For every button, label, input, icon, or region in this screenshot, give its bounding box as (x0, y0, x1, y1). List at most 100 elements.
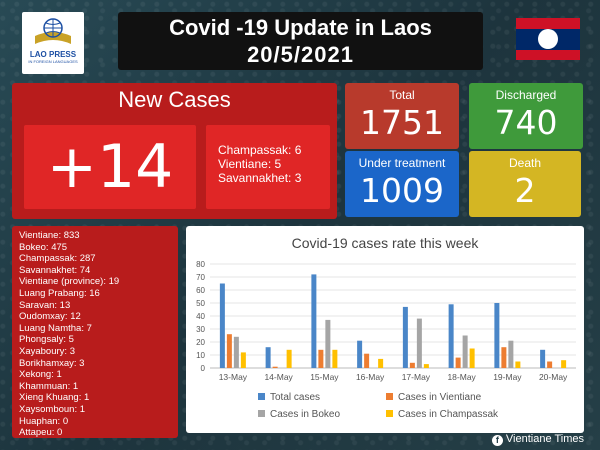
bar (501, 347, 507, 368)
bar (494, 303, 500, 368)
x-tick-label: 16-May (356, 372, 385, 382)
discharged-value: 740 (494, 103, 558, 142)
y-tick-label: 0 (201, 364, 206, 373)
chart-title: Covid-19 cases rate this week (292, 235, 480, 251)
y-tick-label: 30 (196, 325, 205, 334)
bar (240, 352, 246, 368)
bar (448, 304, 454, 368)
bar (540, 349, 546, 368)
bar (402, 306, 408, 368)
bar (325, 319, 331, 368)
breakdown-item: Savannakhet: 3 (218, 171, 302, 185)
province-item: Xieng Khuang: 1 (19, 392, 90, 404)
province-totals-list: Vientiane: 833 Bokeo: 475 Champassak: 28… (12, 226, 178, 438)
legend-label: Total cases (270, 392, 320, 403)
province-item: Champassak: 287 (19, 253, 96, 265)
footer-text: Vientiane Times (505, 433, 584, 445)
province-item: Luang Prabang: 16 (19, 287, 100, 299)
bar (515, 361, 521, 368)
bar (364, 353, 370, 368)
bar (469, 348, 475, 368)
chart-canvas: Covid-19 cases rate this week 0 10 20 30 40 5… (196, 235, 576, 420)
x-tick-label: 14-May (264, 372, 293, 382)
page-date: 20/5/2021 (247, 42, 354, 67)
bar (455, 357, 461, 368)
x-tick-label: 20-May (539, 372, 568, 382)
discharged-stat: Discharged 740 (469, 83, 583, 149)
bar (311, 274, 317, 368)
bar (462, 335, 468, 368)
x-tick-label: 17-May (402, 372, 431, 382)
bar (416, 318, 422, 368)
weekly-cases-chart: Covid-19 cases rate this week 0 10 20 30 40 5… (186, 226, 584, 433)
death-stat: Death 2 (469, 151, 581, 217)
discharged-label: Discharged (495, 88, 557, 102)
bar (265, 347, 271, 368)
bar (318, 349, 324, 368)
y-tick-label: 10 (196, 351, 205, 360)
province-item: Oudomxay: 12 (19, 311, 81, 323)
province-item: Borikhamxay: 3 (19, 357, 85, 369)
x-tick-label: 13-May (219, 372, 248, 382)
province-item: Luang Namtha: 7 (19, 322, 92, 334)
total-stat: Total 1751 (345, 83, 459, 149)
province-item: Xekong: 1 (19, 369, 62, 381)
logo-tagline: IN FOREIGN LANGUAGES (28, 59, 78, 64)
province-item: Phongsaly: 5 (19, 334, 74, 346)
x-tick-label: 15-May (310, 372, 339, 382)
y-tick-label: 40 (196, 312, 205, 321)
province-item: Vientiane: 833 (19, 230, 80, 241)
new-cases-value: +14 (24, 125, 196, 209)
facebook-icon: f (491, 435, 503, 446)
title-banner: Covid -19 Update in Laos 20/5/2021 (118, 12, 483, 70)
death-value: 2 (514, 171, 536, 210)
x-tick-label: 19-May (493, 372, 522, 382)
legend-label: Cases in Vientiane (398, 392, 482, 403)
province-item: Xaysomboun: 1 (19, 403, 86, 415)
new-cases-breakdown: Champassak: 6 Vientiane: 5 Savannakhet: … (206, 125, 330, 209)
y-tick-label: 80 (196, 260, 205, 269)
bar (272, 366, 278, 368)
bar (286, 349, 292, 368)
lao-press-logo: LAO PRESS IN FOREIGN LANGUAGES (22, 12, 84, 74)
total-value: 1751 (360, 103, 444, 142)
legend-label: Cases in Champassak (398, 409, 499, 420)
bar (357, 340, 363, 368)
laos-flag-icon (516, 18, 580, 60)
footer-credit: f Vientiane Times (491, 433, 584, 446)
new-cases-panel: New Cases +14 Champassak: 6 Vientiane: 5… (12, 83, 337, 219)
bar (409, 362, 415, 368)
legend-swatch (258, 393, 265, 400)
y-tick-label: 50 (196, 299, 205, 308)
total-label: Total (389, 88, 415, 102)
breakdown-item: Champassak: 6 (218, 143, 302, 157)
bar (332, 349, 338, 368)
province-item: Savannakhet: 74 (19, 264, 91, 276)
province-item: Saravan: 13 (19, 299, 71, 311)
breakdown-item: Vientiane: 5 (218, 157, 282, 171)
legend-swatch (258, 410, 265, 417)
province-item: Huaphan: 0 (19, 415, 69, 427)
bar (378, 358, 384, 368)
province-item: Attapeu: 0 (19, 427, 63, 439)
province-item: Bokeo: 475 (19, 241, 68, 253)
death-label: Death (508, 156, 542, 170)
bar (547, 361, 553, 368)
legend-swatch (386, 410, 393, 417)
bar (508, 340, 514, 368)
legend-label: Cases in Bokeo (270, 409, 340, 420)
under-treatment-stat: Under treatment 1009 (345, 151, 459, 217)
province-item: Xayaboury: 3 (19, 345, 75, 357)
book-globe-icon (31, 16, 75, 48)
bar (226, 334, 232, 368)
bar (423, 364, 429, 368)
y-tick-label: 60 (196, 286, 205, 295)
under-treatment-label: Under treatment (358, 156, 446, 170)
x-tick-label: 18-May (447, 372, 476, 382)
bar (561, 360, 567, 368)
bar (233, 336, 239, 368)
province-item: Vientiane (province): 19 (19, 276, 120, 288)
page-title: Covid -19 Update in Laos (169, 15, 432, 40)
under-treatment-value: 1009 (360, 171, 444, 210)
new-cases-label: New Cases (118, 87, 231, 112)
